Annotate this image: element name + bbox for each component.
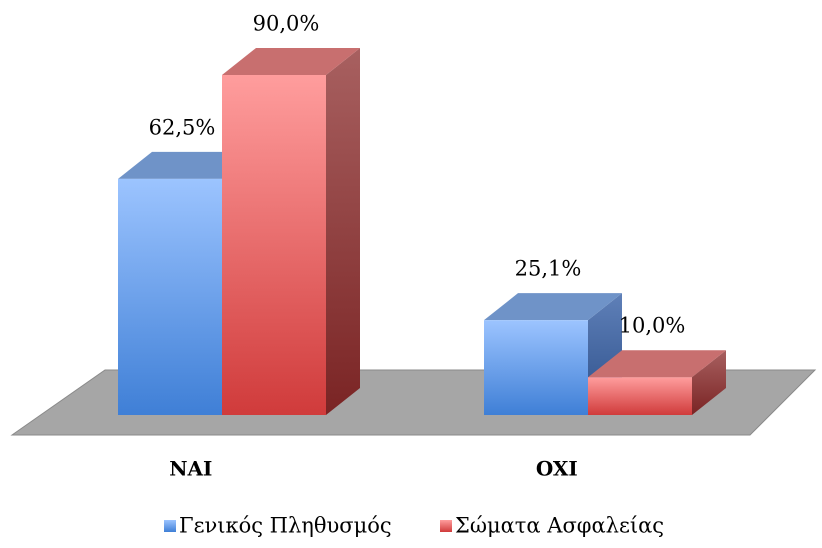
value-label: 90,0% (253, 12, 320, 36)
value-label: 62,5% (149, 115, 216, 139)
bar-front (118, 178, 222, 415)
value-label: 25,1% (515, 257, 582, 281)
bar-top (588, 350, 726, 378)
legend-label: Σώματα Ασφαλείας (455, 514, 664, 538)
bar-top (118, 151, 256, 179)
bar-front (484, 320, 588, 415)
bar (222, 48, 360, 415)
bar-side (692, 350, 726, 415)
bar (588, 350, 726, 415)
legend-label: Γενικός Πληθυσμός (179, 514, 392, 538)
legend-swatch (440, 520, 452, 532)
x-tick-label: NAI (169, 457, 212, 481)
x-tick-label: OXI (536, 457, 578, 481)
bar-top (222, 48, 360, 75)
bar-top (484, 293, 622, 321)
legend-swatch (164, 520, 176, 532)
bar-side (326, 48, 360, 415)
bar-front (222, 75, 326, 415)
bar-front (588, 377, 692, 415)
value-label: 10,0% (619, 314, 686, 338)
bar (484, 293, 622, 415)
bars (118, 48, 726, 415)
